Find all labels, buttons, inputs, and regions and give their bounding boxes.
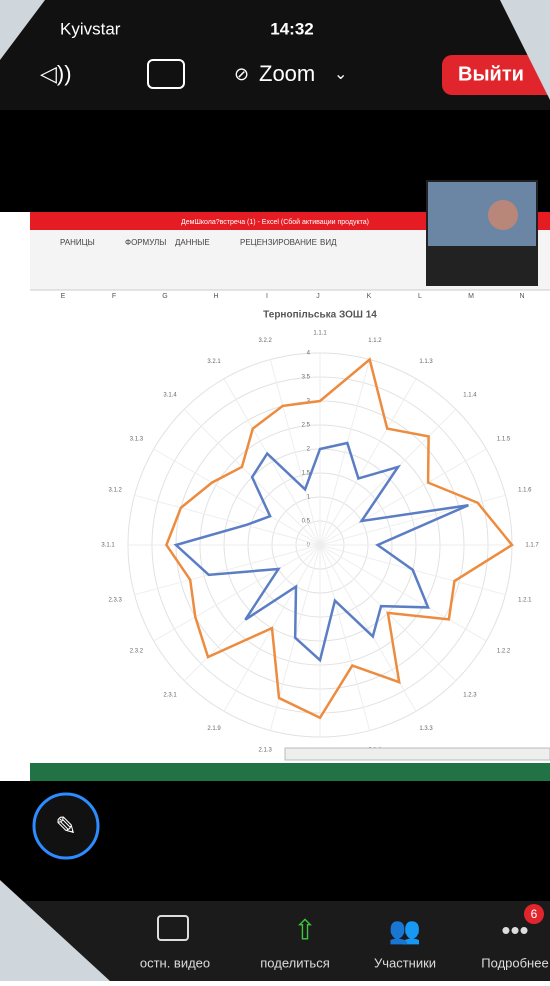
category-label: 2.1.3 <box>258 747 272 753</box>
carrier: Kyivstar <box>60 19 121 38</box>
speaker-icon[interactable]: ◁)) <box>40 61 72 86</box>
time: 14:32 <box>270 19 313 38</box>
page: Kyivstar 14:32 ◁)) ⊘ Zoom ⌄ Выйти ДемШко… <box>0 0 550 981</box>
toolbar-label[interactable]: поделиться <box>260 955 329 970</box>
column-header: M <box>468 293 474 300</box>
category-label: 1.1.7 <box>525 543 539 549</box>
more-icon[interactable]: ••• <box>501 915 528 945</box>
category-label: 3.1.4 <box>163 393 177 399</box>
column-header: K <box>367 293 372 300</box>
category-label: 3.2.2 <box>258 338 272 344</box>
self-view-video <box>428 182 536 246</box>
tick-label: 2.5 <box>302 423 311 429</box>
column-header: I <box>266 293 268 300</box>
chart-title: Тернопільська ЗОШ 14 <box>263 310 377 321</box>
category-label: 1.1.2 <box>368 338 382 344</box>
ribbon-tab[interactable]: РЕЦЕНЗИРОВАНИЕ <box>240 238 317 247</box>
exit-label[interactable]: Выйти <box>458 63 524 85</box>
ribbon-tab[interactable]: ВИД <box>320 238 337 247</box>
column-header: F <box>112 293 116 300</box>
category-label: 3.2.1 <box>207 359 221 365</box>
meeting-title[interactable]: Zoom <box>259 61 315 86</box>
chart-area <box>30 300 550 745</box>
category-label: 3.1.2 <box>109 488 123 494</box>
category-label: 1.3.3 <box>419 726 433 732</box>
toolbar-label[interactable]: Участники <box>374 955 436 970</box>
category-label: 2.3.1 <box>163 692 177 698</box>
tick-label: 3.5 <box>302 375 311 381</box>
ribbon-tab[interactable]: РАНИЦЫ <box>60 238 95 247</box>
category-label: 3.1.1 <box>101 543 115 549</box>
status-bar-green <box>30 763 550 781</box>
category-label: 1.1.1 <box>313 331 327 337</box>
category-label: 1.1.3 <box>419 359 433 365</box>
column-header: H <box>213 293 218 300</box>
self-view-face <box>488 200 518 230</box>
column-header: N <box>519 293 524 300</box>
scrollbar[interactable] <box>285 748 550 760</box>
category-label: 1.1.5 <box>497 437 511 443</box>
shield-icon: ⊘ <box>234 64 249 84</box>
column-header: L <box>418 293 422 300</box>
ribbon-tab[interactable]: ФОРМУЛЫ <box>125 238 166 247</box>
participants-icon[interactable]: 👥 <box>389 915 421 945</box>
screen: Kyivstar 14:32 ◁)) ⊘ Zoom ⌄ Выйти ДемШко… <box>0 0 550 981</box>
toolbar-label[interactable]: остн. видео <box>140 955 210 970</box>
toolbar-label[interactable]: Подробнее <box>481 955 548 970</box>
column-header: G <box>162 293 167 300</box>
share-icon[interactable]: ⇧ <box>293 914 316 945</box>
category-label: 2.3.2 <box>130 649 144 655</box>
category-label: 1.2.2 <box>497 649 511 655</box>
category-label: 3.1.3 <box>130 437 144 443</box>
category-label: 2.3.3 <box>109 597 123 603</box>
pencil-icon[interactable]: ✎ <box>55 811 77 841</box>
category-label: 2.1.9 <box>207 726 221 732</box>
chevron: ⌄ <box>334 66 347 83</box>
badge-count: 6 <box>531 907 538 921</box>
column-header: J <box>316 293 320 300</box>
category-label: 1.2.3 <box>463 692 477 698</box>
category-label: 1.2.1 <box>518 597 532 603</box>
excel-title: ДемШкола?встреча (1) - Excel (Сбой актив… <box>181 218 369 226</box>
category-label: 1.1.4 <box>463 393 477 399</box>
ribbon-tab[interactable]: ДАННЫЕ <box>175 238 210 247</box>
column-header: E <box>61 293 66 300</box>
category-label: 1.1.6 <box>518 488 532 494</box>
